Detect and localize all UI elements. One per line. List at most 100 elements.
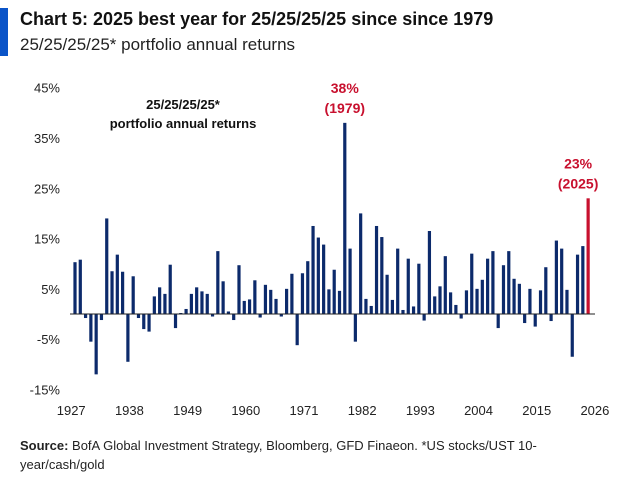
x-tick-label: 1971 <box>290 403 319 418</box>
source-label: Source: <box>20 438 69 453</box>
bar-1986 <box>380 237 384 314</box>
bar-1995 <box>427 231 432 314</box>
bar-1991 <box>406 258 410 314</box>
bar-2001 <box>459 314 463 319</box>
bar-1928 <box>73 262 77 314</box>
bar-1969 <box>290 273 294 314</box>
annotation-value: 23% <box>564 155 593 171</box>
x-tick-label: 2026 <box>580 403 609 418</box>
bar-1985 <box>374 225 379 314</box>
bar-1934 <box>105 218 109 314</box>
x-tick-label: 2004 <box>464 403 493 418</box>
bar-1981 <box>353 314 357 342</box>
bar-1993 <box>417 263 421 314</box>
bar-1975 <box>322 244 326 314</box>
bar-1944 <box>158 287 162 314</box>
bar-2017 <box>544 267 548 314</box>
bar-1987 <box>385 274 389 314</box>
bar-1959 <box>237 265 241 314</box>
x-tick-label: 1938 <box>115 403 144 418</box>
bar-1979 <box>343 122 347 314</box>
annotation-year: (1979) <box>325 100 365 116</box>
bar-1958 <box>232 314 236 321</box>
bar-1937 <box>121 271 125 314</box>
bar-2003 <box>470 253 474 314</box>
bar-1990 <box>401 309 405 314</box>
bar-1988 <box>390 299 394 314</box>
bar-2007 <box>491 251 495 314</box>
bar-1941 <box>142 314 146 330</box>
bar-1935 <box>110 271 114 314</box>
y-tick-label: 15% <box>34 232 60 247</box>
bar-1947 <box>173 314 178 329</box>
bar-1999 <box>448 292 453 314</box>
bar-2006 <box>486 258 490 314</box>
bar-1950 <box>189 293 193 314</box>
bar-1974 <box>316 237 320 314</box>
bar-1955 <box>216 251 220 314</box>
bar-2010 <box>507 251 511 314</box>
bar-2008 <box>496 314 500 329</box>
bar-1994 <box>422 314 426 321</box>
inner-chart-label: portfolio annual returns <box>110 116 257 131</box>
bar-1943 <box>152 296 156 314</box>
bar-2009 <box>501 265 506 314</box>
bar-2011 <box>512 278 516 314</box>
annotation-year: (2025) <box>558 175 598 191</box>
bar-1992 <box>411 306 416 314</box>
bar-1931 <box>89 314 93 342</box>
bar-1936 <box>115 254 119 314</box>
source-note: Source: BofA Global Investment Strategy,… <box>20 436 580 474</box>
bar-1961 <box>247 299 252 314</box>
bar-1989 <box>396 248 400 314</box>
y-tick-label: 35% <box>34 131 60 146</box>
bar-2016 <box>538 290 543 314</box>
bar-2021 <box>565 289 569 314</box>
bar-2024 <box>581 246 585 314</box>
y-tick-label: 45% <box>34 81 60 96</box>
bar-1972 <box>306 261 310 314</box>
annotation-value: 38% <box>331 80 360 96</box>
bar-1982 <box>359 213 363 314</box>
bar-1996 <box>433 296 437 314</box>
source-text: BofA Global Investment Strategy, Bloombe… <box>20 438 537 472</box>
bar-1978 <box>337 290 342 314</box>
bar-1939 <box>131 276 135 314</box>
bar-2014 <box>528 288 532 314</box>
y-tick-label: -5% <box>37 332 61 347</box>
bar-2013 <box>523 314 527 324</box>
bar-1940 <box>136 314 141 319</box>
bar-1968 <box>285 288 289 314</box>
y-tick-label: 5% <box>41 282 60 297</box>
bar-1965 <box>269 289 273 314</box>
chart-title: Chart 5: 2025 best year for 25/25/25/25 … <box>20 9 494 29</box>
bar-2005 <box>480 279 484 314</box>
bar-1951 <box>195 287 199 314</box>
bar-1962 <box>253 280 257 314</box>
bar-1957 <box>226 311 231 314</box>
bar-1966 <box>274 298 278 314</box>
bar-1971 <box>300 273 305 314</box>
bar-1976 <box>327 289 331 314</box>
bar-1942 <box>147 314 151 332</box>
bar-2020 <box>560 248 564 314</box>
bar-1997 <box>438 286 442 314</box>
bar-2019 <box>554 240 558 314</box>
bar-1998 <box>443 256 447 314</box>
bar-2004 <box>475 288 479 314</box>
bar-1932 <box>94 314 98 375</box>
bar-2012 <box>517 283 521 314</box>
bar-1948 <box>179 312 183 314</box>
bar-1953 <box>205 293 209 314</box>
bar-1973 <box>311 225 315 314</box>
y-tick-label: 25% <box>34 181 60 196</box>
bar-1938 <box>126 314 130 362</box>
bar-1970 <box>295 314 299 346</box>
x-tick-label: 1960 <box>231 403 260 418</box>
bar-2002 <box>464 290 469 314</box>
bar-2000 <box>454 304 458 314</box>
bar-1930 <box>83 314 88 319</box>
x-tick-label: 2015 <box>522 403 551 418</box>
bar-1967 <box>279 314 283 317</box>
bar-1980 <box>348 248 352 314</box>
